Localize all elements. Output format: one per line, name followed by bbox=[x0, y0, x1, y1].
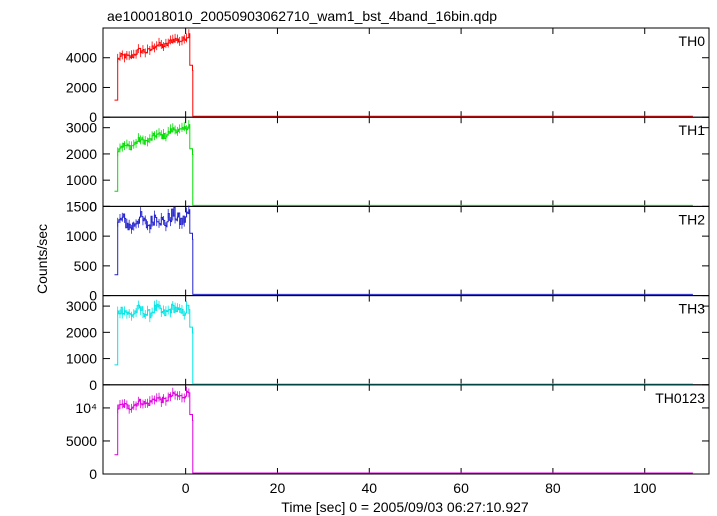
y-tick-label: 3000 bbox=[66, 120, 97, 136]
panel-frame bbox=[102, 384, 710, 475]
panel-frame bbox=[102, 205, 710, 297]
panel-frame bbox=[102, 27, 710, 118]
y-tick-label: 3000 bbox=[66, 298, 97, 314]
panel-frame bbox=[102, 116, 710, 207]
panel-frame bbox=[102, 295, 710, 386]
y-tick-label: 2000 bbox=[66, 146, 97, 162]
y-tick-label: 5000 bbox=[66, 433, 97, 449]
series-line-th2 bbox=[114, 206, 693, 295]
series-line-th0123 bbox=[114, 390, 693, 474]
panel-th1: 0 1000 2000 3000 TH1 bbox=[66, 116, 710, 214]
y-tick-label: 1000 bbox=[66, 351, 97, 367]
y-tick-label: 2000 bbox=[66, 324, 97, 340]
x-axis-label: Time [sec] 0 = 2005/09/03 06:27:10.927 bbox=[281, 499, 529, 515]
panel-name-label: TH0123 bbox=[655, 390, 705, 406]
y-tick-label: 1000 bbox=[66, 172, 97, 188]
y-tick-label: 10⁴ bbox=[75, 400, 97, 416]
panel-th0123: 0 5000 10⁴ TH0123 bbox=[66, 384, 710, 482]
panel-name-label: TH2 bbox=[679, 211, 706, 227]
y-tick-label: 2000 bbox=[66, 79, 97, 95]
y-tick-label: 500 bbox=[74, 258, 98, 274]
x-tick-label: 80 bbox=[545, 480, 561, 496]
y-tick-label: 4000 bbox=[66, 50, 97, 66]
x-tick-label: 40 bbox=[361, 480, 377, 496]
panel-name-label: TH3 bbox=[679, 301, 706, 317]
x-tick-label: 60 bbox=[453, 480, 469, 496]
y-tick-label: 0 bbox=[89, 109, 97, 125]
y-tick-label: 1500 bbox=[66, 198, 97, 214]
panel-th0: 0 2000 4000 TH0 bbox=[66, 27, 710, 125]
y-axis-label: Counts/sec bbox=[34, 224, 50, 294]
series-line-th0 bbox=[114, 33, 693, 117]
y-tick-label: 0 bbox=[89, 377, 97, 393]
x-tick-label: 0 bbox=[182, 480, 190, 496]
series-line-th3 bbox=[114, 303, 693, 385]
panel-th2: 0 500 1000 1500 TH2 bbox=[66, 198, 710, 304]
panel-th3: 0 1000 2000 3000 TH3 bbox=[66, 295, 710, 393]
y-tick-label: 1000 bbox=[66, 228, 97, 244]
y-tick-label: 0 bbox=[89, 288, 97, 304]
x-tick-label: 20 bbox=[270, 480, 286, 496]
x-tick-label: 100 bbox=[633, 480, 657, 496]
y-tick-label: 0 bbox=[89, 198, 97, 214]
series-line-th1 bbox=[114, 124, 693, 206]
panel-name-label: TH1 bbox=[679, 122, 706, 138]
panel-name-label: TH0 bbox=[679, 33, 706, 49]
chart-title: ae100018010_20050903062710_wam1_bst_4ban… bbox=[107, 8, 497, 24]
y-tick-label: 0 bbox=[89, 466, 97, 482]
